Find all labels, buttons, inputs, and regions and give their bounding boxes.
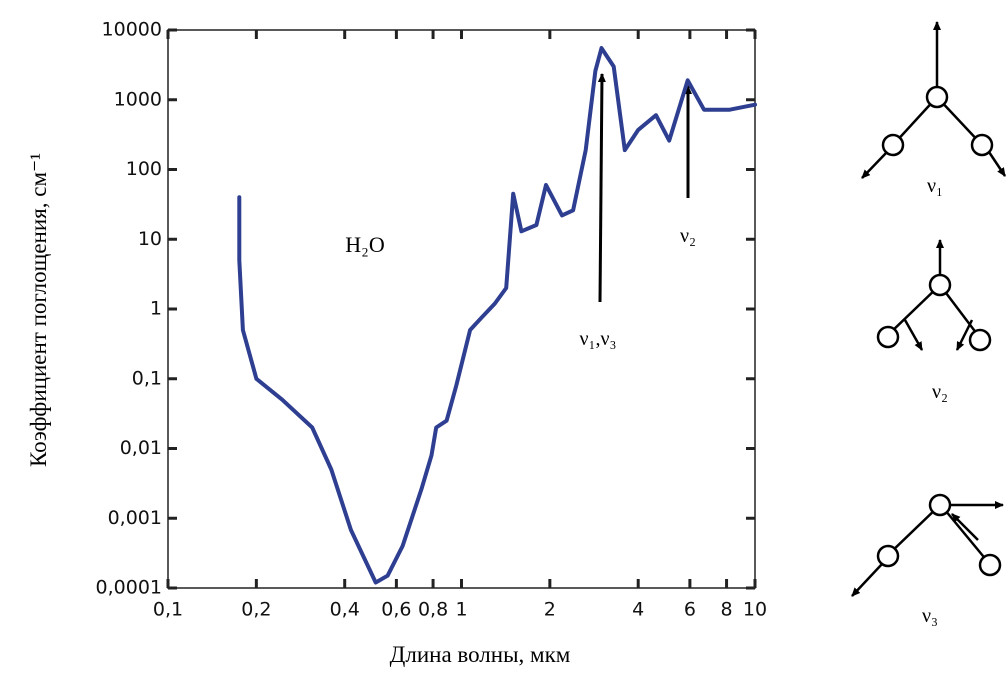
- motion-arrow: [987, 151, 1007, 177]
- mode-label: ν₃: [922, 605, 938, 627]
- y-tick-label: 0,01: [120, 437, 162, 459]
- x-tick-label: 8: [721, 599, 733, 621]
- bond: [887, 504, 941, 556]
- x-tick-label: 10: [743, 599, 767, 621]
- y-tick-label: 1: [150, 298, 162, 320]
- motion-arrow: [955, 319, 974, 351]
- absorption-line: [237, 46, 757, 585]
- atom: [978, 553, 1002, 577]
- atom: [876, 544, 900, 568]
- annotation: H₂O: [345, 232, 384, 257]
- y-tick-label: 10: [138, 228, 162, 250]
- atom: [968, 328, 992, 352]
- bond: [944, 509, 989, 563]
- atom: [970, 133, 994, 157]
- x-tick-label: 1: [455, 599, 467, 621]
- atom: [881, 133, 905, 157]
- x-tick-label: 0,6: [381, 599, 411, 621]
- y-tick-label: 0,1: [132, 367, 162, 389]
- y-tick-label: 10000: [102, 19, 162, 41]
- annotation: ν₁,ν₃: [579, 328, 616, 350]
- x-tick-label: 2: [544, 599, 556, 621]
- motion-arrow: [861, 151, 888, 179]
- mode-label: ν₁: [927, 175, 943, 197]
- bond: [887, 284, 941, 336]
- x-tick-label: 4: [632, 599, 644, 621]
- x-axis-title: Длина волны, мкм: [390, 642, 571, 667]
- plot-frame: [167, 29, 756, 589]
- x-tick-label: 0,1: [153, 599, 183, 621]
- y-tick-label: 100: [126, 158, 162, 180]
- atom: [928, 273, 952, 297]
- x-tick-label: 0,4: [330, 599, 360, 621]
- y-tick-label: 0,0001: [96, 577, 162, 599]
- y-tick-label: 0,001: [108, 507, 162, 529]
- motion-arrow: [951, 513, 979, 541]
- atom: [928, 493, 952, 517]
- x-tick-label: 0,8: [418, 599, 448, 621]
- annotation: ν₂: [680, 225, 696, 247]
- motion-arrow: [903, 319, 924, 351]
- mode-label: ν₂: [932, 381, 948, 403]
- pointer-arrow: [597, 73, 606, 303]
- mode-diagrams: [851, 21, 1007, 597]
- motion-arrow: [851, 563, 883, 597]
- x-tick-label: 0,2: [241, 599, 271, 621]
- atom: [925, 85, 949, 109]
- y-tick-label: 1000: [114, 88, 162, 110]
- y-axis-title: Коэффициент поглощения, см⁻¹: [26, 153, 51, 467]
- atom: [876, 325, 900, 349]
- x-tick-label: 6: [684, 599, 696, 621]
